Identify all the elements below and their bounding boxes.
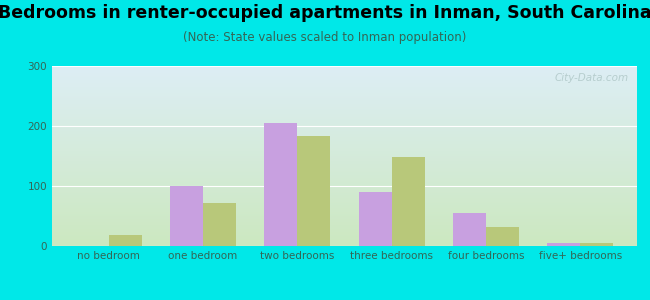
Bar bbox=[265, 123, 297, 246]
Bar bbox=[359, 192, 392, 246]
Bar bbox=[547, 243, 580, 246]
Text: (Note: State values scaled to Inman population): (Note: State values scaled to Inman popu… bbox=[183, 32, 467, 44]
Bar bbox=[297, 136, 330, 246]
Text: Bedrooms in renter-occupied apartments in Inman, South Carolina: Bedrooms in renter-occupied apartments i… bbox=[0, 4, 650, 22]
Bar bbox=[170, 186, 203, 246]
Text: City-Data.com: City-Data.com bbox=[554, 73, 628, 83]
Bar bbox=[392, 157, 424, 246]
Bar bbox=[580, 243, 614, 246]
Bar bbox=[109, 235, 142, 246]
Bar bbox=[453, 213, 486, 246]
Bar bbox=[203, 203, 236, 246]
Bar bbox=[486, 227, 519, 246]
